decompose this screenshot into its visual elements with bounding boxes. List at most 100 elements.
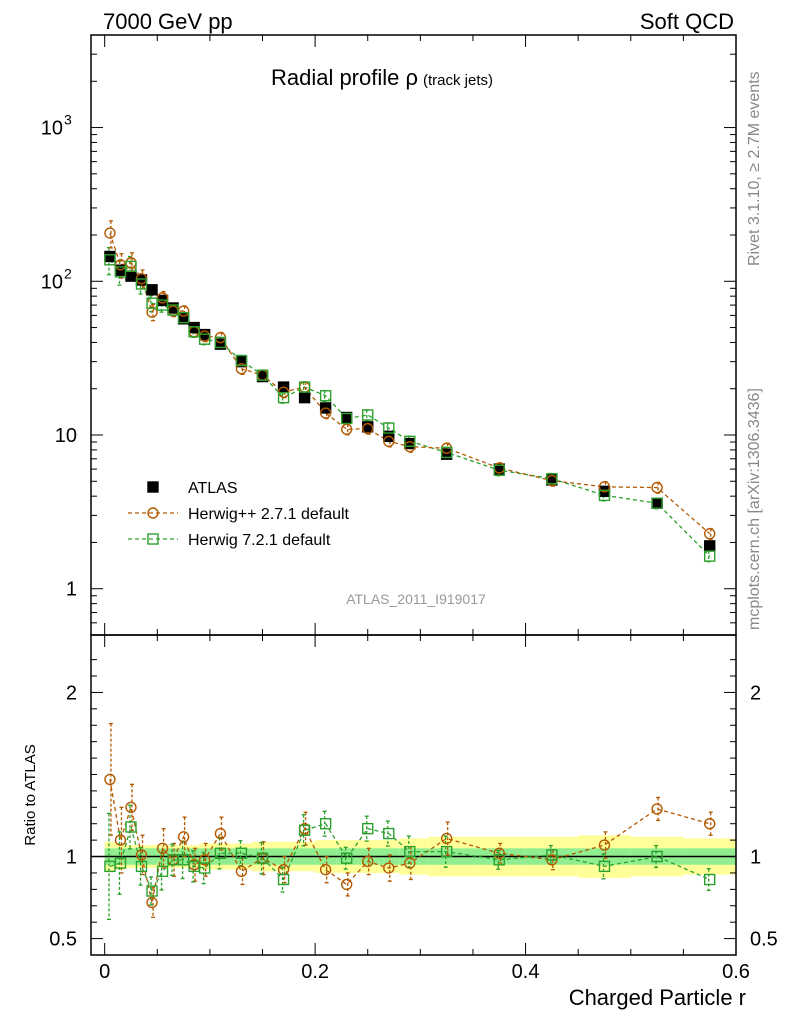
x-axis-label: Charged Particle r [569,985,746,1010]
herwig7-point [546,472,558,485]
herwigpp-ratio-point [362,855,374,868]
herwigpp-point [383,435,395,447]
ratio-plot-marks [104,722,716,921]
herwig7-ratio-point [383,827,395,840]
herwig7-ratio-point [404,845,416,858]
y-tick-label-exponent: 2 [64,265,72,281]
herwigpp-ratio-point [319,863,332,876]
herwig7-point [703,550,716,562]
analysis-id: ATLAS_2011_I919017 [346,591,486,607]
herwig7-point [235,354,248,367]
axis-ticks [91,34,737,955]
ratio-y-tick-label-right: 0.5 [750,929,778,951]
herwig7-ratio-point [235,847,248,859]
herwig7-ratio-point [198,862,211,874]
herwig7-point [298,381,311,393]
herwigpp-point [235,362,248,375]
herwig7-point [167,304,179,316]
atlas-point [146,284,158,296]
herwigpp-point [104,227,116,239]
herwigpp-ratio-point [135,849,148,861]
herwig7-ratio-point [319,818,332,830]
herwig7-line [109,259,711,557]
herwigpp-ratio-point [125,801,137,814]
x-tick-label: 0 [99,961,110,983]
herwig7-ratio-point [125,821,137,833]
x-tick-label: 0.2 [301,961,329,983]
y-tick-label: 10 [41,118,63,140]
herwigpp-ratio-point [340,878,353,891]
herwig7-point [651,497,663,509]
herwigpp-ratio-point [651,803,663,815]
herwigpp-ratio-point [177,831,190,843]
herwig7-point [493,464,505,476]
herwigpp-ratio-point [235,865,248,878]
herwig7-point [104,254,116,266]
herwig7-point [598,489,611,502]
ratio-frame [90,634,737,956]
atlas-point [104,250,116,263]
herwigpp-point [146,306,158,318]
legend: ATLAS Herwig++ 2.7.1 default Herwig 7.2.1 … [128,480,350,549]
ratio-y-tick-label: 1 [66,847,77,869]
herwigpp-point [319,407,332,419]
herwigpp-ratio-point [198,854,211,866]
herwig7-point [177,311,190,324]
herwigpp-ratio-point [214,827,227,840]
ratio-y-tick-label-right: 2 [750,682,761,704]
legend-label: Herwig 7.2.1 default [188,532,331,549]
ratio-y-tick-label: 0.5 [49,929,77,951]
herwig7-ratio-point [493,854,505,866]
chart-title-group: Radial profile ρ (track jets) ATLAS_2011… [22,65,746,1010]
atlas-point [651,497,663,509]
chart-title: Radial profile ρ [271,65,418,90]
herwig7-ratio-point [440,845,453,858]
herwigpp-ratio-point [156,842,169,855]
header-left: 7000 GeV pp [103,9,233,34]
legend-marker-herwigpp [147,507,159,519]
herwig7-point [404,435,416,447]
herwigpp-ratio-point [404,857,416,869]
legend-marker-atlas [147,481,159,493]
herwigpp-ratio-point [104,773,116,786]
herwigpp-ratio-point [114,834,127,846]
y-tick-label-exponent: 3 [64,112,72,128]
x-tick-label: 0.6 [722,961,750,983]
herwig7-point [440,446,453,459]
herwigpp-ratio-point [703,818,716,830]
herwig7-point [362,409,374,421]
x-tick-label: 0.4 [512,961,540,983]
herwig7-point [340,412,353,425]
herwig7-ratio-point [362,822,374,835]
ratio-y-tick-label: 2 [66,682,77,704]
y-tick-label: 10 [55,425,77,447]
header-right: Soft QCD [639,9,734,34]
herwigpp-line [109,232,711,535]
herwig7-point [135,278,148,290]
main-plot-marks [104,220,716,563]
herwig7-point [319,390,332,402]
atlas-point [298,391,311,404]
herwig7-point [277,391,290,404]
legend-label: Herwig++ 2.7.1 default [188,506,350,523]
herwigpp-ratio-point [598,839,611,851]
herwigpp-point [651,481,663,494]
herwigpp-point [340,423,353,435]
herwigpp-ratio-point [146,896,158,909]
chart-title-suffix: (track jets) [423,72,493,89]
herwig7-ratio-point [214,847,227,859]
herwigpp-ratio-point [440,832,453,845]
herwig7-ratio-point [340,852,353,864]
atlas-point [125,270,137,282]
herwig7-ratio-point [298,824,311,836]
herwig7-point [125,260,137,273]
herwig7-point [383,422,395,434]
herwig7-ratio-point [146,885,158,897]
herwig7-ratio-point [546,849,558,861]
y-tick-label: 10 [41,271,63,293]
herwig7-ratio-point [703,873,716,886]
herwig7-ratio-point [598,860,611,873]
herwig7-point [198,333,211,345]
